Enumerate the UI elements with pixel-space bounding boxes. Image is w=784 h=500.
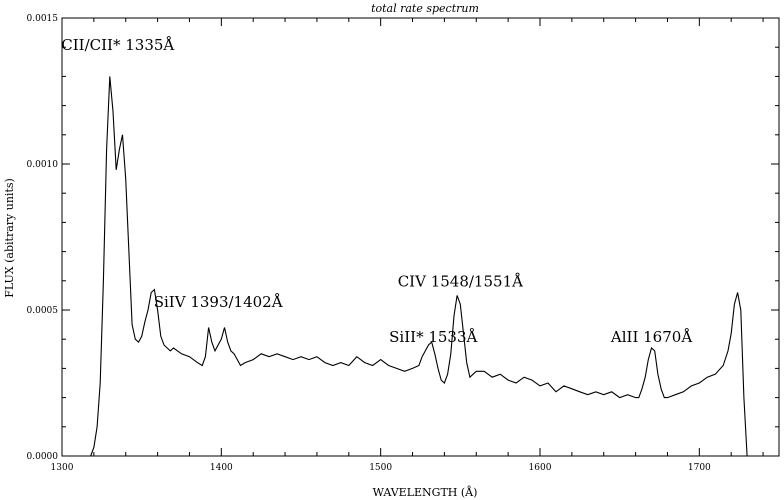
peak-annotation: CIV 1548/1551Å xyxy=(398,273,523,291)
y-tick-label: 0.0005 xyxy=(27,306,59,316)
y-tick-label: 0.0000 xyxy=(27,452,59,462)
peak-annotation: CII/CII* 1335Å xyxy=(61,36,174,54)
x-tick-label: 1600 xyxy=(529,463,552,473)
axis-ticks xyxy=(61,17,779,457)
peak-annotation: SiIV 1393/1402Å xyxy=(154,293,283,311)
axis-tick-labels: 1300 1400 1500 1600 1700 0.0000 0.0005 0.0010 0.… xyxy=(27,14,712,473)
x-tick-label: 1700 xyxy=(688,463,711,473)
chart-title: total rate spectrum xyxy=(371,2,479,15)
peak-annotation: AlII 1670Å xyxy=(610,328,692,346)
x-axis-label: WAVELENGTH (Å) xyxy=(373,485,478,499)
y-axis-label: FLUX (abitrary units) xyxy=(3,178,16,298)
x-tick-label: 1300 xyxy=(51,463,74,473)
plot-frame xyxy=(61,17,780,457)
annotations: CII/CII* 1335Å SiIV 1393/1402Å SiII* 1533Å… xyxy=(61,36,692,346)
x-tick-label: 1400 xyxy=(210,463,233,473)
y-tick-label: 0.0015 xyxy=(27,14,59,24)
x-tick-label: 1500 xyxy=(369,463,392,473)
spectrum-line xyxy=(90,76,748,457)
peak-annotation: SiII* 1533Å xyxy=(389,328,477,346)
y-tick-label: 0.0010 xyxy=(27,160,59,170)
